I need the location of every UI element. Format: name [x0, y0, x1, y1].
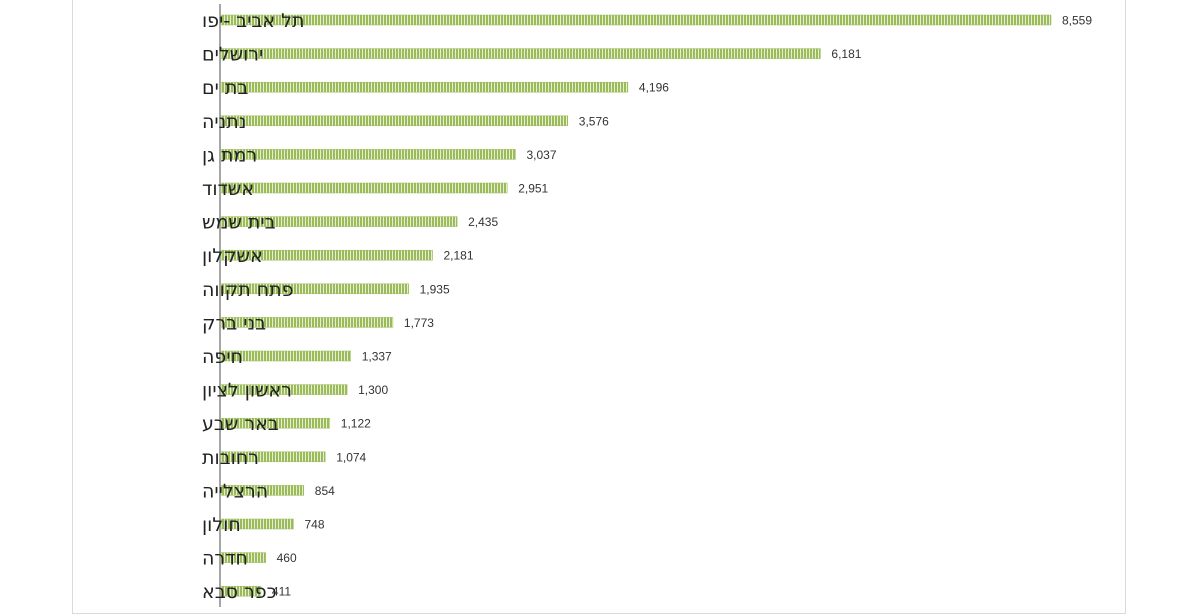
- category-label: חולון: [202, 514, 241, 536]
- value-label: 1,300: [358, 383, 388, 397]
- category-label: פתח תקווה: [202, 279, 294, 301]
- value-label: 1,122: [341, 417, 371, 431]
- value-label: 2,951: [518, 182, 548, 196]
- bar: [220, 216, 458, 227]
- value-label: 3,576: [579, 114, 609, 128]
- bar: [220, 48, 821, 59]
- bar: [220, 417, 331, 429]
- labels-layer: 8,559 תל אביב -יפו 6,181 ירושלים 4,196 בת ים 3…: [202, 10, 1092, 603]
- category-label: חדרה: [202, 548, 248, 570]
- value-label: 6,181: [831, 47, 861, 61]
- category-label: ראשון לציון: [202, 380, 292, 402]
- value-label: 4,196: [639, 81, 669, 95]
- category-label: הרצלייה: [202, 480, 268, 502]
- category-label: אשדוד: [202, 178, 254, 200]
- bar: [220, 149, 516, 160]
- bar: [220, 14, 1052, 26]
- bar: [220, 115, 569, 127]
- category-label: רמת גן: [202, 144, 257, 166]
- chart-frame: [72, 0, 1126, 614]
- value-label: 3,037: [527, 148, 557, 162]
- bar: [220, 350, 351, 362]
- category-label: בני ברק: [202, 312, 266, 334]
- value-label: 411: [272, 585, 291, 599]
- category-label: רחובות: [202, 447, 259, 469]
- bar: [220, 249, 433, 261]
- value-label: 748: [305, 518, 325, 532]
- value-label: 8,559: [1062, 14, 1092, 28]
- value-label: 1,337: [362, 350, 392, 364]
- bars-layer: [220, 14, 1052, 597]
- bar: [220, 552, 266, 563]
- category-label: חיפה: [202, 346, 243, 368]
- bar: [220, 485, 305, 496]
- value-label: 2,435: [468, 215, 498, 229]
- value-label: 854: [315, 484, 335, 498]
- category-label: באר שבע: [202, 413, 279, 435]
- category-label: אשקלון: [202, 245, 263, 267]
- category-label: בית שמש: [202, 212, 276, 234]
- bar: [220, 384, 348, 395]
- bar: [220, 81, 629, 93]
- bar: [220, 518, 294, 530]
- bar: [220, 317, 394, 328]
- category-label: נתניה: [202, 111, 246, 133]
- value-label: 460: [277, 551, 297, 565]
- value-label: 1,074: [336, 450, 366, 464]
- category-label: ירושלים: [202, 44, 263, 66]
- value-label: 1,773: [404, 316, 434, 330]
- bar: [220, 182, 508, 194]
- bar: [220, 283, 409, 295]
- value-label: 1,935: [420, 282, 450, 296]
- bar: [220, 451, 326, 463]
- bar: [220, 585, 262, 597]
- category-label: כפר סבא: [202, 581, 277, 603]
- category-label: תל אביב -יפו: [202, 10, 304, 32]
- category-label: בת ים: [202, 77, 248, 99]
- value-label: 2,181: [444, 249, 474, 263]
